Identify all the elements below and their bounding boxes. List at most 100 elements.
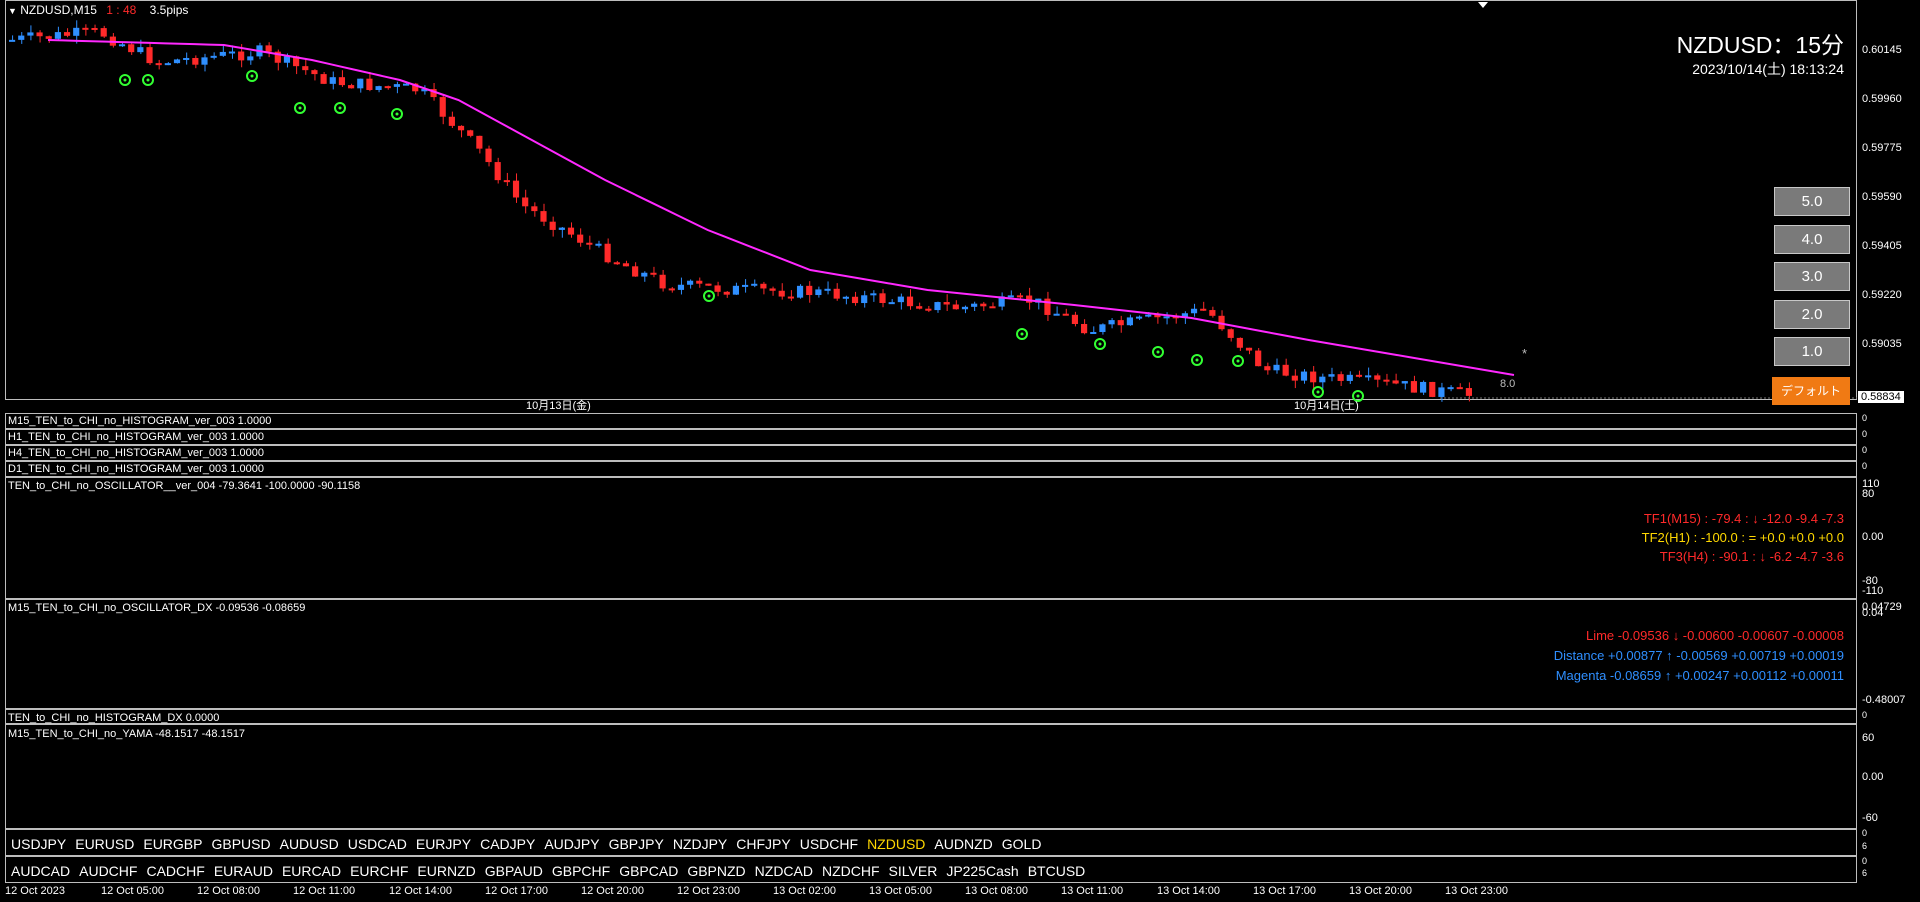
candle-body — [18, 35, 25, 40]
default-button[interactable]: デフォルト — [1772, 377, 1850, 405]
osc-axis-label: 0.00 — [1862, 531, 1884, 543]
candle-body — [696, 280, 703, 284]
candle-body — [943, 302, 950, 305]
symbol-gbpcad[interactable]: GBPCAD — [619, 863, 679, 879]
time-label: 12 Oct 2023 — [5, 885, 65, 897]
chart-star: * — [1522, 346, 1528, 361]
price-label: 0.59035 — [1862, 338, 1902, 350]
symbol-gbpjpy[interactable]: GBPJPY — [608, 836, 664, 852]
candle-body — [338, 77, 346, 86]
candle-body — [1456, 387, 1463, 390]
zoom-1-button[interactable]: 1.0 — [1774, 337, 1850, 366]
candle-body — [36, 32, 43, 37]
symbol-btcusd[interactable]: BTCUSD — [1027, 863, 1086, 879]
symbol-usdcad[interactable]: USDCAD — [347, 836, 407, 852]
candle-body — [1337, 374, 1344, 381]
candle-body — [916, 306, 923, 309]
menu-triangle-icon[interactable]: ▼ — [8, 6, 17, 16]
time-label: 12 Oct 23:00 — [677, 885, 740, 897]
signal-circle-dot — [1098, 342, 1102, 346]
symbol-gbpchf[interactable]: GBPCHF — [551, 863, 611, 879]
symbol-nzdcad[interactable]: NZDCAD — [754, 863, 813, 879]
symbol-eurusd[interactable]: EURUSD — [75, 836, 135, 852]
histogram-strip-d1[interactable] — [5, 461, 1857, 477]
symbol-nzdchf[interactable]: NZDCHF — [822, 863, 880, 879]
candle-body — [925, 308, 932, 311]
candle-body — [806, 285, 813, 296]
shift-marker-icon[interactable] — [1478, 2, 1488, 8]
candle-body — [815, 289, 822, 296]
oscillator-tf1: TF1(M15) : -79.4 : ↓ -12.0 -9.4 -7.3 — [1643, 511, 1844, 526]
candle-body — [73, 27, 80, 36]
symbol-usdjpy[interactable]: USDJPY — [11, 836, 67, 852]
candle-body — [1053, 313, 1060, 316]
oscillator-pane[interactable] — [5, 477, 1857, 599]
price-chart-pane[interactable] — [5, 0, 1857, 400]
signal-circle-icon — [1352, 390, 1364, 402]
symbol-gbpusd[interactable]: GBPUSD — [211, 836, 271, 852]
candle-body — [1135, 316, 1143, 319]
histogram-axis-label: 0 — [1862, 429, 1868, 439]
time-axis: 12 Oct 2023 12 Oct 05:00 12 Oct 08:00 12 Oc… — [0, 883, 1920, 902]
candle-body — [210, 55, 217, 58]
candle-body — [1117, 320, 1124, 326]
moving-average-line — [47, 39, 1515, 376]
signal-circle-dot — [1156, 350, 1160, 354]
histogram-dx-strip[interactable] — [5, 709, 1857, 724]
symbol-jp225cash[interactable]: JP225Cash — [946, 863, 1019, 879]
signal-circle-icon — [1232, 355, 1244, 367]
candle-body — [1401, 381, 1408, 384]
candle-body — [989, 306, 996, 309]
symbol-silver[interactable]: SILVER — [888, 863, 938, 879]
candle-body — [540, 211, 547, 222]
histogram-strip-h4[interactable] — [5, 445, 1857, 461]
symbol-gbpnzd[interactable]: GBPNZD — [687, 863, 746, 879]
symbol-audjpy[interactable]: AUDJPY — [544, 836, 600, 852]
symbol-eurnzd[interactable]: EURNZD — [417, 863, 476, 879]
candle-body — [283, 56, 291, 63]
symbol-eurjpy[interactable]: EURJPY — [415, 836, 472, 852]
candle-body — [998, 296, 1005, 307]
candle-body — [1099, 324, 1106, 333]
symbol-eurgbp[interactable]: EURGBP — [143, 836, 203, 852]
time-label: 13 Oct 11:00 — [1061, 885, 1124, 897]
price-label: 0.59960 — [1862, 93, 1902, 105]
histogram-strip-m15[interactable] — [5, 413, 1857, 429]
candle-body — [1081, 323, 1088, 334]
symbol-nzdjpy[interactable]: NZDJPY — [672, 836, 728, 852]
candle-body — [604, 243, 611, 263]
zoom-3-button[interactable]: 3.0 — [1774, 262, 1850, 291]
histogram-dx-label: TEN_to_CHI_no_HISTOGRAM_DX 0.0000 — [8, 712, 220, 724]
yama-pane[interactable] — [5, 724, 1857, 829]
dx-oscillator-pane[interactable] — [5, 599, 1857, 709]
zoom-5-button[interactable]: 5.0 — [1774, 187, 1850, 216]
symbol-gold[interactable]: GOLD — [1001, 836, 1042, 852]
candle-body — [100, 28, 107, 37]
symbol-audchf[interactable]: AUDCHF — [79, 863, 138, 879]
zoom-4-button[interactable]: 4.0 — [1774, 225, 1850, 254]
time-label: 13 Oct 14:00 — [1157, 885, 1220, 897]
symbol-nzdusd[interactable]: NZDUSD — [867, 836, 926, 852]
symbol-euraud[interactable]: EURAUD — [213, 863, 273, 879]
symbol-audcad[interactable]: AUDCAD — [11, 863, 71, 879]
candle-body — [467, 130, 474, 136]
symbol-cadjpy[interactable]: CADJPY — [480, 836, 536, 852]
zoom-2-button[interactable]: 2.0 — [1774, 300, 1850, 329]
symbol-eurchf[interactable]: EURCHF — [350, 863, 409, 879]
signal-circle-dot — [123, 78, 127, 82]
symbol-cadchf[interactable]: CADCHF — [146, 863, 205, 879]
symbol-eurcad[interactable]: EURCAD — [281, 863, 342, 879]
symbol-audnzd[interactable]: AUDNZD — [934, 836, 993, 852]
candle-body — [430, 89, 437, 98]
symbol-usdchf[interactable]: USDCHF — [799, 836, 859, 852]
osc-axis-label: -80 — [1862, 575, 1878, 587]
candle-body — [494, 162, 501, 181]
oscillator-tf3: TF3(H4) : -90.1 : ↓ -6.2 -4.7 -3.6 — [1659, 549, 1844, 564]
candle-body — [531, 206, 538, 212]
date-mark-oct13: 10月13日(金) — [526, 400, 591, 412]
symbol-audusd[interactable]: AUDUSD — [279, 836, 339, 852]
candle-body — [402, 83, 410, 86]
histogram-strip-h1[interactable] — [5, 429, 1857, 445]
symbol-gbpaud[interactable]: GBPAUD — [484, 863, 543, 879]
symbol-chfjpy[interactable]: CHFJPY — [736, 836, 791, 852]
